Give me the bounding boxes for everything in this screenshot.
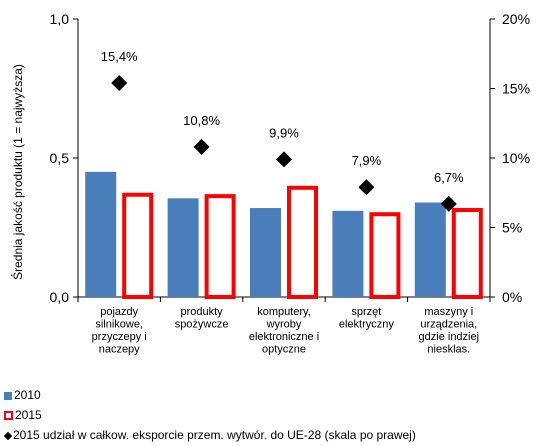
right-tick-label: 15% <box>502 81 530 97</box>
legend-label-2015: 2015 <box>15 408 42 422</box>
x-tick-label-line: elektroniczne i <box>249 331 319 343</box>
bar-2010 <box>250 208 281 297</box>
y-axis-title: Średnia jakość produktu (1 = najwyższa) <box>10 64 25 280</box>
share-label: 10,8% <box>183 113 220 128</box>
legend-swatch-diamond <box>3 431 13 441</box>
chart-axes: 0,00,51,00%5%10%15%20%pojazdy silnikowe, p… <box>50 11 531 356</box>
left-tick-label: 0,0 <box>50 289 70 305</box>
share-marker <box>276 151 292 168</box>
bar-2010 <box>332 210 364 297</box>
share-marker <box>440 195 457 212</box>
x-tick-label-line: naczepy <box>99 344 140 356</box>
x-tick-label: maszyny i urządzenia, gdzie indziej nieskla… <box>419 306 480 356</box>
x-tick-label-line: gdzie indziej <box>419 331 480 343</box>
x-tick-label: komputery, wyroby elektroniczne i optyczne <box>249 306 319 356</box>
right-tick-label: 20% <box>502 11 530 27</box>
chart-bars <box>85 171 483 300</box>
bar-2015 <box>122 192 154 299</box>
legend-label-share: 2015 udział w całkow. eksporcie przem. w… <box>13 428 416 442</box>
bar-2010 <box>414 202 446 297</box>
share-marker <box>111 74 128 91</box>
chart-labels: 15,4% 10,8% 9,9% 7,9% 6,7% <box>101 49 464 185</box>
legend-item-share: 2015 udział w całkow. eksporcie przem. w… <box>3 428 416 442</box>
legend-swatch-2010 <box>4 391 12 400</box>
x-tick-label-line: pojazdy <box>100 306 138 318</box>
x-tick-label-line: urządzenia, <box>420 319 477 331</box>
legend-swatch-2015 <box>4 411 13 421</box>
x-tick-label-line: spożywcze <box>175 319 229 331</box>
x-tick-label-line: silnikowe, <box>95 319 143 331</box>
legend-item-2015: 2015 <box>4 408 42 422</box>
left-tick-label: 0,5 <box>50 150 70 166</box>
x-tick-label-line: przyczepy i <box>92 331 147 343</box>
bar-2015 <box>369 212 401 300</box>
legend-item-2010: 2010 <box>4 388 41 402</box>
x-tick-label: pojazdy silnikowe, przyczepy i naczepy <box>92 306 147 356</box>
x-tick-label-line: sprzęt <box>351 306 381 318</box>
bar-2015 <box>204 194 236 299</box>
bar-2015 <box>451 208 483 299</box>
x-tick-label-line: elektryczny <box>339 319 395 331</box>
bar-2010 <box>85 171 117 297</box>
share-marker <box>358 179 375 196</box>
right-tick-label: 0% <box>502 289 522 305</box>
x-tick-label-line: komputery, <box>257 306 311 318</box>
right-tick-label: 5% <box>502 220 522 236</box>
x-tick-label-line: maszyny i <box>424 306 473 318</box>
right-tick-label: 10% <box>502 150 530 166</box>
share-label: 9,9% <box>269 125 299 140</box>
x-tick-label-line: niesklas. <box>427 344 470 356</box>
bar-2010 <box>167 198 199 297</box>
legend-label-2010: 2010 <box>14 388 41 402</box>
x-tick-label-line: produkty <box>180 306 223 318</box>
x-tick-label: produkty spożywcze <box>175 306 229 331</box>
share-label: 15,4% <box>101 49 138 64</box>
bar-2015 <box>287 185 318 299</box>
chart-markers <box>111 74 457 212</box>
share-label: 7,9% <box>352 153 382 168</box>
left-tick-label: 1,0 <box>50 11 70 27</box>
share-marker <box>193 138 210 155</box>
share-label: 6,7% <box>434 170 464 185</box>
x-tick-label-line: optyczne <box>262 344 306 356</box>
x-tick-label-line: wyroby <box>266 319 302 331</box>
x-tick-label: sprzęt elektryczny <box>339 306 395 331</box>
